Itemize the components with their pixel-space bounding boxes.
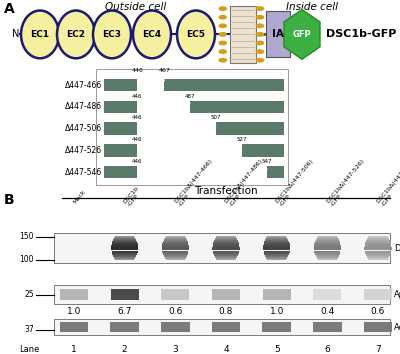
FancyBboxPatch shape [212,323,240,324]
Text: 527: 527 [236,137,247,142]
FancyBboxPatch shape [161,296,189,297]
FancyBboxPatch shape [112,254,137,255]
FancyBboxPatch shape [163,242,188,243]
Text: DSC1bΔ(447-526)
-GFP: DSC1bΔ(447-526) -GFP [325,158,370,208]
FancyBboxPatch shape [161,327,190,328]
FancyBboxPatch shape [317,237,338,238]
FancyBboxPatch shape [264,254,289,255]
FancyBboxPatch shape [60,299,88,300]
FancyBboxPatch shape [266,257,288,258]
FancyBboxPatch shape [161,331,190,332]
Text: 25: 25 [24,290,34,299]
Circle shape [256,58,264,62]
Text: 446: 446 [132,94,143,99]
FancyBboxPatch shape [263,294,291,295]
Text: 100: 100 [20,255,34,264]
FancyBboxPatch shape [190,101,284,113]
FancyBboxPatch shape [364,331,392,332]
FancyBboxPatch shape [264,242,289,243]
FancyBboxPatch shape [364,300,392,301]
FancyBboxPatch shape [163,253,188,254]
Text: 1: 1 [71,344,77,354]
FancyBboxPatch shape [365,244,391,245]
Text: 150: 150 [20,232,34,241]
Text: 467: 467 [158,68,170,73]
FancyBboxPatch shape [364,296,392,297]
FancyBboxPatch shape [315,253,340,254]
Text: N-: N- [12,29,23,39]
FancyBboxPatch shape [364,322,392,323]
FancyBboxPatch shape [114,238,136,239]
Text: DSC1bΔ(447-486)
-GFP: DSC1bΔ(447-486) -GFP [224,158,268,208]
FancyBboxPatch shape [111,294,139,295]
Ellipse shape [57,11,95,58]
FancyBboxPatch shape [161,289,189,290]
FancyBboxPatch shape [313,295,341,296]
FancyBboxPatch shape [366,240,390,241]
Text: 446: 446 [132,137,143,142]
FancyBboxPatch shape [266,11,290,57]
FancyBboxPatch shape [364,248,392,249]
FancyBboxPatch shape [264,252,290,253]
FancyBboxPatch shape [161,298,189,299]
FancyBboxPatch shape [264,241,289,242]
FancyBboxPatch shape [262,322,291,323]
FancyBboxPatch shape [364,293,392,294]
FancyBboxPatch shape [60,292,88,293]
FancyBboxPatch shape [366,241,390,242]
FancyBboxPatch shape [264,251,290,252]
FancyBboxPatch shape [111,293,139,294]
FancyBboxPatch shape [364,290,392,291]
FancyBboxPatch shape [366,242,390,243]
FancyBboxPatch shape [212,290,240,291]
FancyBboxPatch shape [213,243,239,244]
FancyBboxPatch shape [165,258,186,259]
Text: 0.8: 0.8 [219,307,233,316]
FancyBboxPatch shape [111,290,139,291]
Text: 446: 446 [132,159,143,164]
FancyBboxPatch shape [318,236,337,237]
FancyBboxPatch shape [263,296,291,297]
FancyBboxPatch shape [313,325,342,326]
FancyBboxPatch shape [263,245,290,246]
Text: Transfection: Transfection [194,186,258,196]
FancyBboxPatch shape [60,325,88,326]
FancyBboxPatch shape [313,331,342,332]
FancyBboxPatch shape [161,330,190,331]
Text: Inside cell: Inside cell [286,2,338,12]
FancyBboxPatch shape [212,328,240,329]
Text: Outside cell: Outside cell [105,2,167,12]
FancyBboxPatch shape [242,144,284,156]
Circle shape [219,16,226,19]
FancyBboxPatch shape [113,255,136,256]
FancyBboxPatch shape [164,238,186,239]
FancyBboxPatch shape [112,244,138,245]
FancyBboxPatch shape [313,300,341,301]
FancyBboxPatch shape [111,292,139,293]
FancyBboxPatch shape [212,330,240,331]
Text: GFP: GFP [293,30,311,39]
FancyBboxPatch shape [111,299,139,300]
FancyBboxPatch shape [212,295,240,296]
FancyBboxPatch shape [212,247,240,248]
FancyBboxPatch shape [214,242,238,243]
Circle shape [256,24,264,28]
FancyBboxPatch shape [161,323,190,324]
Ellipse shape [93,11,131,58]
FancyBboxPatch shape [313,299,341,300]
Text: DSC1bΔ(447-546)
-GFP: DSC1bΔ(447-546) -GFP [376,158,400,208]
FancyBboxPatch shape [162,245,189,246]
FancyBboxPatch shape [162,247,189,248]
FancyBboxPatch shape [110,328,139,329]
FancyBboxPatch shape [104,122,138,135]
FancyBboxPatch shape [110,325,139,326]
FancyBboxPatch shape [264,253,289,254]
FancyBboxPatch shape [364,294,392,295]
Text: 1.0: 1.0 [270,307,284,316]
FancyBboxPatch shape [161,293,189,294]
FancyBboxPatch shape [212,327,240,328]
FancyBboxPatch shape [314,245,341,246]
FancyBboxPatch shape [316,240,339,241]
Text: B: B [4,193,15,207]
FancyBboxPatch shape [212,293,240,294]
